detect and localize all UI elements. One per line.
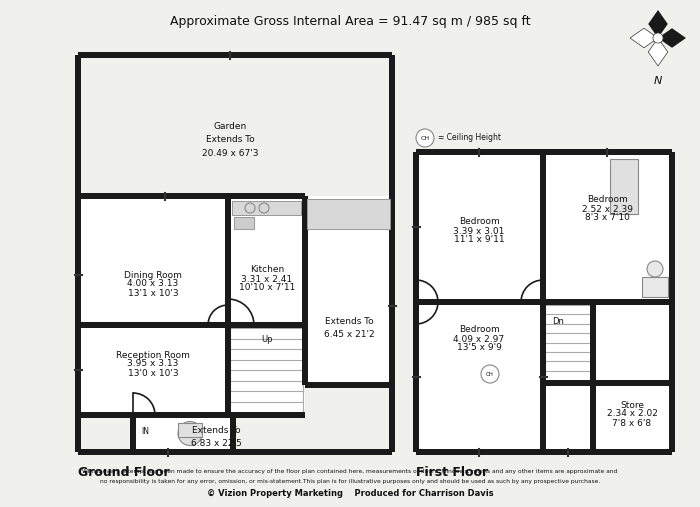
Text: Ground Floor: Ground Floor <box>78 466 169 479</box>
Bar <box>232 201 301 215</box>
Text: 7'8 x 6'8: 7'8 x 6'8 <box>612 418 652 427</box>
Text: 13'1 x 10'3: 13'1 x 10'3 <box>127 288 178 298</box>
Bar <box>178 423 202 437</box>
Bar <box>230 415 236 452</box>
Bar <box>232 201 301 215</box>
Bar <box>416 152 672 452</box>
Text: Store: Store <box>620 401 644 410</box>
Bar <box>305 385 392 452</box>
Circle shape <box>178 421 202 446</box>
Text: First Floor: First Floor <box>416 466 488 479</box>
Text: 13'5 x 9'9: 13'5 x 9'9 <box>456 344 501 352</box>
Bar <box>78 412 305 418</box>
Text: Garden
Extends To
20.49 x 67'3: Garden Extends To 20.49 x 67'3 <box>202 122 258 158</box>
Text: CH: CH <box>486 372 494 377</box>
Bar <box>389 55 395 452</box>
Text: 2.34 x 2.02: 2.34 x 2.02 <box>607 410 657 418</box>
Circle shape <box>481 365 499 383</box>
Circle shape <box>416 129 434 147</box>
Text: 13'0 x 10'3: 13'0 x 10'3 <box>127 369 178 378</box>
Bar <box>75 55 81 452</box>
Polygon shape <box>630 28 658 48</box>
Text: Bedroom: Bedroom <box>458 218 499 227</box>
Bar <box>225 196 231 415</box>
Text: Dn: Dn <box>552 317 564 327</box>
Bar <box>413 152 419 452</box>
Text: 4.09 x 2.97: 4.09 x 2.97 <box>454 335 505 344</box>
Bar <box>669 152 675 452</box>
Text: © Vizion Property Marketing    Produced for Charrison Davis: © Vizion Property Marketing Produced for… <box>206 489 494 498</box>
Bar <box>78 55 392 196</box>
Polygon shape <box>648 10 668 38</box>
Text: 3.31 x 2.41: 3.31 x 2.41 <box>241 274 293 283</box>
Bar <box>545 305 591 380</box>
Bar <box>302 196 308 385</box>
Text: N: N <box>654 76 662 86</box>
Text: Up: Up <box>261 336 273 344</box>
Text: Reception Room: Reception Room <box>116 350 190 359</box>
Bar <box>543 380 672 386</box>
Bar <box>228 322 305 328</box>
Bar <box>234 217 254 229</box>
Text: Whilst every attempt has been made to ensure the accuracy of the floor plan cont: Whilst every attempt has been made to en… <box>83 469 617 475</box>
Text: CH: CH <box>421 135 430 140</box>
Text: Extends To
6.45 x 21'2: Extends To 6.45 x 21'2 <box>323 317 375 339</box>
Bar <box>78 55 133 196</box>
Bar <box>416 149 672 155</box>
Bar <box>130 415 136 452</box>
Bar <box>590 302 596 452</box>
Text: Bedroom: Bedroom <box>587 196 627 204</box>
Text: Kitchen: Kitchen <box>250 266 284 274</box>
Polygon shape <box>658 28 686 48</box>
Bar <box>78 415 133 452</box>
Bar <box>307 199 390 229</box>
Text: 8'3 x 7'10: 8'3 x 7'10 <box>584 213 629 223</box>
Bar <box>228 193 305 199</box>
Polygon shape <box>648 38 668 66</box>
Bar <box>78 55 392 452</box>
Bar <box>305 196 392 385</box>
Bar <box>642 277 668 297</box>
Bar <box>78 449 392 455</box>
Text: Dining Room: Dining Room <box>124 271 182 279</box>
Text: Approximate Gross Internal Area = 91.47 sq m / 985 sq ft: Approximate Gross Internal Area = 91.47 … <box>169 16 531 28</box>
Bar <box>230 328 303 412</box>
Bar <box>307 199 390 226</box>
Bar <box>234 217 254 229</box>
Text: Extends To
6.83 x 22'5: Extends To 6.83 x 22'5 <box>190 426 241 448</box>
Text: 11'1 x 9'11: 11'1 x 9'11 <box>454 235 504 244</box>
Bar <box>610 159 638 214</box>
Text: 10'10 x 7'11: 10'10 x 7'11 <box>239 283 295 293</box>
Bar <box>540 152 546 452</box>
Bar <box>416 449 672 455</box>
Text: 2.52 x 2.39: 2.52 x 2.39 <box>582 204 633 213</box>
Text: Bedroom: Bedroom <box>458 325 499 335</box>
Text: no responsibility is taken for any error, omission, or mis-statement.This plan i: no responsibility is taken for any error… <box>100 480 600 485</box>
Bar <box>78 322 228 328</box>
Text: 3.39 x 3.01: 3.39 x 3.01 <box>454 227 505 235</box>
Circle shape <box>653 33 663 43</box>
Text: 3.95 x 3.13: 3.95 x 3.13 <box>127 359 178 369</box>
Bar <box>78 52 392 58</box>
Text: = Ceiling Height: = Ceiling Height <box>438 133 501 142</box>
Text: IN: IN <box>141 426 149 436</box>
Bar <box>78 193 228 199</box>
Bar <box>305 382 392 388</box>
Bar <box>233 415 305 452</box>
Circle shape <box>647 261 663 277</box>
Bar <box>416 299 672 305</box>
Text: 4.00 x 3.13: 4.00 x 3.13 <box>127 279 178 288</box>
